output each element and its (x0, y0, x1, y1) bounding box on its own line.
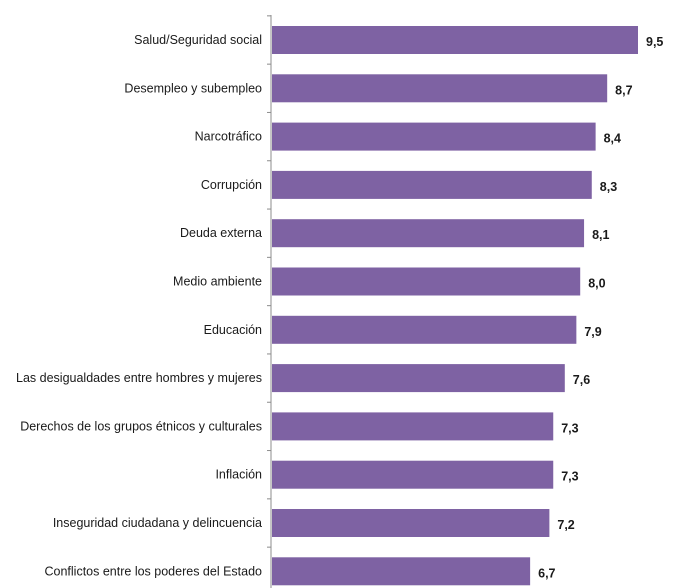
bar (272, 122, 596, 151)
bar (272, 412, 554, 441)
bar (272, 170, 592, 199)
category-labels-group: Salud/Seguridad social Desempleo y subemp… (16, 33, 262, 578)
category-label: Narcotráfico (195, 130, 262, 144)
bar (272, 267, 581, 296)
category-label: Conflictos entre los poderes del Estado (45, 564, 263, 578)
category-label: Inseguridad ciudadana y delincuencia (53, 516, 262, 530)
bar (272, 315, 577, 344)
category-label: Medio ambiente (173, 275, 262, 289)
value-label: 8,7 (615, 83, 632, 97)
category-label: Deuda externa (180, 226, 262, 240)
bar (272, 557, 531, 586)
y-axis-ticks (267, 15, 271, 548)
bar (272, 364, 565, 393)
value-label: 7,2 (557, 518, 574, 532)
value-label: 7,3 (561, 470, 578, 484)
bars-group (272, 26, 638, 586)
bar (272, 26, 638, 54)
category-label: Corrupción (201, 178, 262, 192)
value-label: 6,7 (538, 566, 555, 580)
value-label: 8,3 (600, 180, 617, 194)
value-label: 8,1 (592, 228, 609, 242)
value-label: 7,9 (584, 325, 601, 339)
category-label: Desempleo y subempleo (124, 81, 262, 95)
category-label: Las desigualdades entre hombres y mujere… (16, 371, 262, 385)
category-label: Salud/Seguridad social (134, 33, 262, 47)
value-label: 8,0 (588, 277, 605, 291)
value-label: 7,3 (561, 421, 578, 435)
category-label: Educación (204, 323, 262, 337)
value-label: 8,4 (604, 132, 621, 146)
value-label: 9,5 (646, 35, 663, 49)
category-label: Derechos de los grupos étnicos y cultura… (20, 419, 262, 433)
bar (272, 509, 550, 537)
bar (272, 460, 554, 489)
bar (272, 74, 608, 103)
bar (272, 219, 585, 248)
value-labels-group: 9,5 8,7 8,4 8,3 8,1 8,0 7,9 7,6 7,3 7,3 7,2 6,7 (538, 35, 663, 580)
category-label: Inflación (215, 468, 262, 482)
value-label: 7,6 (573, 373, 590, 387)
